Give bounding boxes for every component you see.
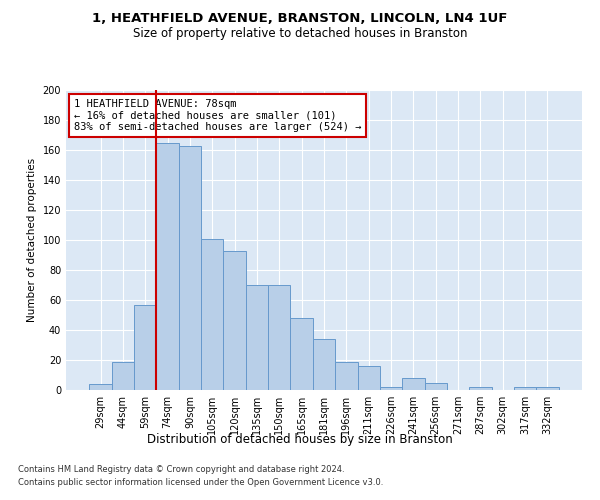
Text: Contains HM Land Registry data © Crown copyright and database right 2024.: Contains HM Land Registry data © Crown c… bbox=[18, 466, 344, 474]
Bar bbox=[134, 304, 157, 390]
Bar bbox=[313, 339, 335, 390]
Bar bbox=[223, 250, 246, 390]
Bar bbox=[157, 142, 179, 390]
Text: Contains public sector information licensed under the Open Government Licence v3: Contains public sector information licen… bbox=[18, 478, 383, 487]
Text: 1, HEATHFIELD AVENUE, BRANSTON, LINCOLN, LN4 1UF: 1, HEATHFIELD AVENUE, BRANSTON, LINCOLN,… bbox=[92, 12, 508, 26]
Bar bbox=[380, 387, 402, 390]
Bar bbox=[425, 382, 447, 390]
Bar bbox=[89, 384, 112, 390]
Bar bbox=[514, 387, 536, 390]
Bar bbox=[402, 378, 425, 390]
Y-axis label: Number of detached properties: Number of detached properties bbox=[27, 158, 37, 322]
Bar bbox=[536, 387, 559, 390]
Bar bbox=[201, 238, 223, 390]
Text: 1 HEATHFIELD AVENUE: 78sqm
← 16% of detached houses are smaller (101)
83% of sem: 1 HEATHFIELD AVENUE: 78sqm ← 16% of deta… bbox=[74, 99, 361, 132]
Bar bbox=[246, 285, 268, 390]
Text: Distribution of detached houses by size in Branston: Distribution of detached houses by size … bbox=[147, 432, 453, 446]
Bar bbox=[358, 366, 380, 390]
Bar bbox=[290, 318, 313, 390]
Bar bbox=[179, 146, 201, 390]
Bar bbox=[469, 387, 491, 390]
Bar bbox=[335, 362, 358, 390]
Bar bbox=[268, 285, 290, 390]
Text: Size of property relative to detached houses in Branston: Size of property relative to detached ho… bbox=[133, 28, 467, 40]
Bar bbox=[112, 362, 134, 390]
